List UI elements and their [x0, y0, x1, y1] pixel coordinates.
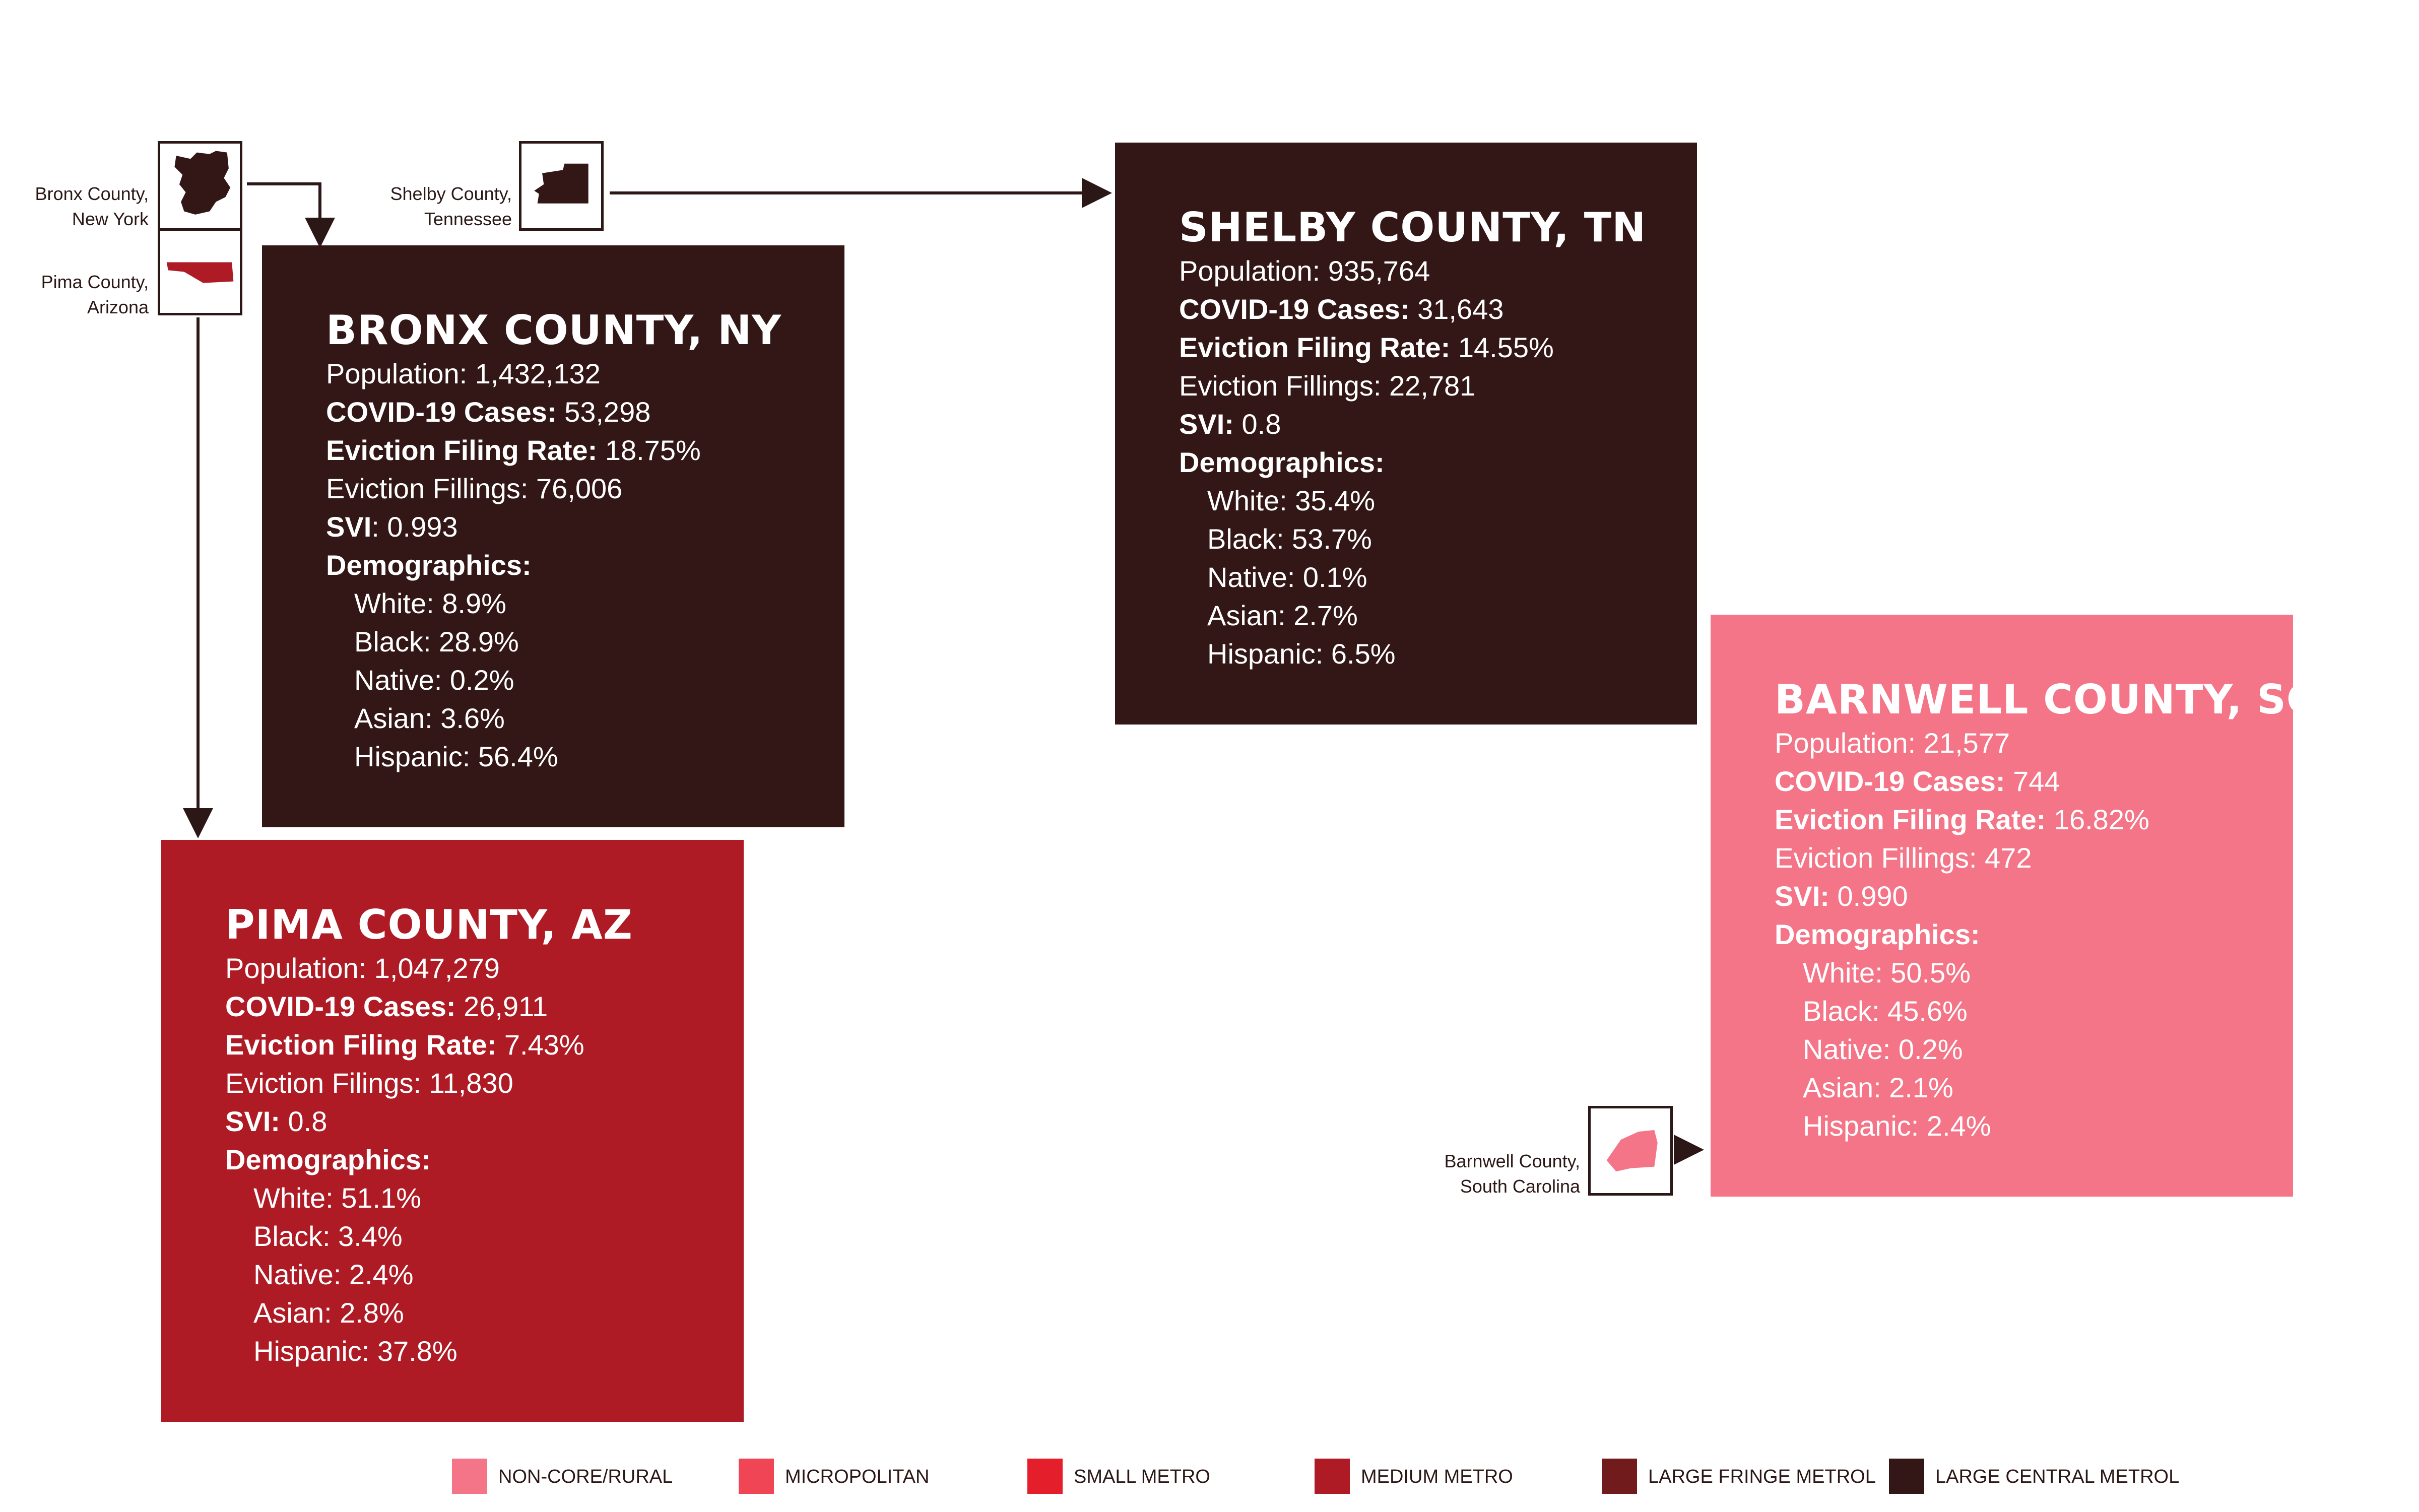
legend-swatch-non-core-rural — [452, 1459, 487, 1494]
legend-swatch-small-metro — [1027, 1459, 1063, 1494]
bronx-demo-black: Black: 28.9% — [354, 626, 519, 658]
shelby-map-icon — [534, 163, 589, 204]
bronx-label-line2: New York — [72, 209, 149, 229]
bronx-eviction-fillings: Eviction Fillings: 76,006 — [326, 473, 623, 504]
shelby-demo-asian: Asian: 2.7% — [1207, 600, 1358, 631]
shelby-eviction-fillings: Eviction Fillings: 22,781 — [1179, 370, 1476, 402]
bronx-demo-white: White: 8.9% — [354, 587, 506, 619]
bronx-demo-hispanic: Hispanic: 56.4% — [354, 741, 558, 772]
bronx-demo-asian: Asian: 3.6% — [354, 702, 505, 734]
legend-swatch-medium-metro — [1315, 1459, 1350, 1494]
legend-label-micropolitan: MICROPOLITAN — [785, 1466, 930, 1487]
pima-eviction-filings: Eviction Filings: 11,830 — [225, 1067, 513, 1099]
shelby-demo-hispanic: Hispanic: 6.5% — [1207, 638, 1396, 670]
barnwell-card-title: BARNWELL COUNTY, SC — [1775, 676, 2317, 723]
pima-demographics-heading: Demographics: — [225, 1144, 431, 1175]
barnwell-eviction-rate: Eviction Filing Rate: 16.82% — [1775, 804, 2149, 835]
pima-population: Population: 1,047,279 — [225, 952, 500, 984]
bronx-population: Population: 1,432,132 — [326, 358, 601, 389]
pima-thumbnail-label: Pima County, Arizona — [41, 270, 149, 320]
pima-thumbnail — [160, 228, 240, 313]
barnwell-label-line2: South Carolina — [1460, 1176, 1580, 1197]
barnwell-demographics-heading: Demographics: — [1775, 918, 1980, 950]
bronx-demo-native: Native: 0.2% — [354, 664, 514, 696]
barnwell-eviction-fillings: Eviction Fillings: 472 — [1775, 842, 2032, 874]
barnwell-thumbnail-cell — [1591, 1108, 1670, 1193]
bronx-pima-thumbnail-stack — [158, 141, 242, 315]
barnwell-map-icon — [1606, 1130, 1658, 1172]
shelby-eviction-rate: Eviction Filing Rate: 14.55% — [1179, 332, 1554, 363]
barnwell-demo-asian: Asian: 2.1% — [1803, 1072, 1953, 1103]
barnwell-label-line1: Barnwell County, — [1444, 1151, 1580, 1171]
shelby-demo-white: White: 35.4% — [1207, 485, 1376, 516]
shelby-demographics-heading: Demographics: — [1179, 446, 1385, 478]
pima-label-line2: Arizona — [87, 297, 149, 317]
bronx-demographics-heading: Demographics: — [326, 549, 532, 581]
bronx-svi: SVI: 0.993 — [326, 511, 458, 543]
pima-svi: SVI: 0.8 — [225, 1105, 328, 1137]
barnwell-svi: SVI: 0.990 — [1775, 880, 1908, 912]
shelby-demo-native: Native: 0.1% — [1207, 561, 1367, 593]
pima-eviction-rate: Eviction Filing Rate: 7.43% — [225, 1029, 584, 1061]
bronx-label-line1: Bronx County, — [35, 183, 149, 204]
pima-demo-white: White: 51.1% — [253, 1182, 422, 1214]
shelby-label-line2: Tennessee — [424, 209, 512, 229]
barnwell-thumbnail — [1588, 1106, 1673, 1196]
shelby-county-card: SHELBY COUNTY, TN Population: 935,764 CO… — [1115, 143, 1697, 725]
pima-covid-cases: COVID-19 Cases: 26,911 — [225, 991, 548, 1022]
pima-demo-asian: Asian: 2.8% — [253, 1297, 404, 1329]
bronx-card-title: BRONX COUNTY, NY — [326, 307, 782, 354]
bronx-map-icon — [174, 151, 231, 215]
bronx-eviction-rate: Eviction Filing Rate: 18.75% — [326, 434, 701, 466]
shelby-thumbnail-cell — [521, 144, 601, 228]
barnwell-covid-cases: COVID-19 Cases: 744 — [1775, 765, 2060, 797]
pima-card-title: PIMA COUNTY, AZ — [225, 901, 633, 948]
shelby-svi: SVI: 0.8 — [1179, 408, 1281, 440]
bronx-thumbnail-label: Bronx County, New York — [35, 181, 149, 232]
pima-demo-black: Black: 3.4% — [253, 1220, 403, 1252]
legend-label-non-core-rural: NON-CORE/RURAL — [498, 1466, 673, 1487]
barnwell-demo-hispanic: Hispanic: 2.4% — [1803, 1110, 1991, 1142]
barnwell-thumbnail-label: Barnwell County, South Carolina — [1445, 1149, 1580, 1199]
barnwell-population: Population: 21,577 — [1775, 727, 2010, 759]
shelby-label-line1: Shelby County, — [390, 183, 512, 204]
barnwell-demo-native: Native: 0.2% — [1803, 1033, 1963, 1065]
shelby-demo-black: Black: 53.7% — [1207, 523, 1372, 555]
pima-label-line1: Pima County, — [41, 272, 149, 292]
legend-label-large-fringe-metro: LARGE FRINGE METROL — [1648, 1466, 1876, 1487]
shelby-covid-cases: COVID-19 Cases: 31,643 — [1179, 293, 1504, 325]
shelby-thumbnail — [519, 141, 604, 231]
shelby-thumbnail-label: Shelby County, Tennessee — [390, 181, 512, 232]
barnwell-demo-white: White: 50.5% — [1803, 957, 1971, 989]
bronx-thumbnail — [160, 144, 240, 228]
bronx-covid-cases: COVID-19 Cases: 53,298 — [326, 396, 651, 428]
pima-county-card: PIMA COUNTY, AZ Population: 1,047,279 CO… — [161, 840, 744, 1422]
pima-map-icon — [166, 262, 234, 283]
bronx-county-card: BRONX COUNTY, NY Population: 1,432,132 C… — [262, 245, 844, 827]
legend-swatch-large-fringe-metro — [1602, 1459, 1637, 1494]
legend-label-medium-metro: MEDIUM METRO — [1361, 1466, 1513, 1487]
legend-label-large-central-metro: LARGE CENTRAL METROL — [1935, 1466, 2180, 1487]
shelby-card-title: SHELBY COUNTY, TN — [1179, 204, 1647, 251]
barnwell-demo-black: Black: 45.6% — [1803, 995, 1968, 1027]
shelby-population: Population: 935,764 — [1179, 255, 1430, 287]
legend-swatch-large-central-metro — [1889, 1459, 1924, 1494]
pima-demo-native: Native: 2.4% — [253, 1259, 414, 1290]
barnwell-county-card: BARNWELL COUNTY, SC Population: 21,577 C… — [1711, 615, 2316, 1197]
legend-swatch-micropolitan — [739, 1459, 774, 1494]
bronx-connector-arrow — [247, 182, 335, 248]
legend-label-small-metro: SMALL METRO — [1074, 1466, 1210, 1487]
pima-demo-hispanic: Hispanic: 37.8% — [253, 1335, 457, 1367]
